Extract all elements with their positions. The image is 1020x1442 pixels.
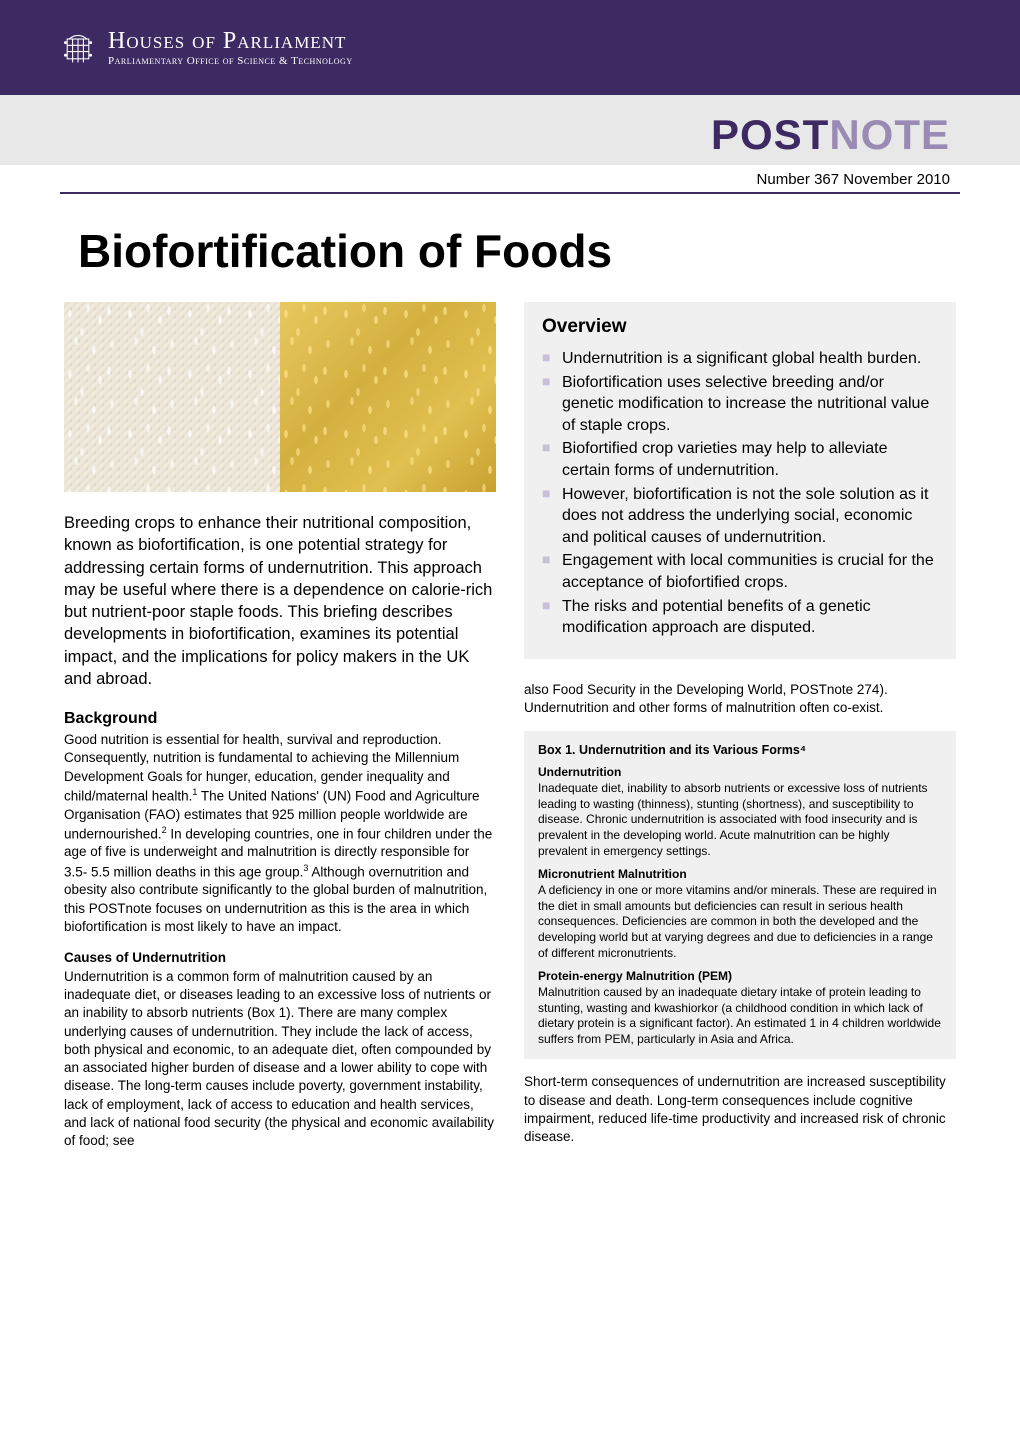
box1-text-pem: Malnutrition caused by an inadequate die… [538, 985, 942, 1047]
box1-text-micronutrient: A deficiency in one or more vitamins and… [538, 883, 942, 961]
golden-rice-image [280, 302, 496, 492]
box1-sub-pem: Protein-energy Malnutrition (PEM) [538, 969, 942, 983]
overview-heading: Overview [542, 316, 938, 338]
gray-band: POSTNOTE [0, 95, 1020, 165]
org-sub: Parliamentary Office of Science & Techno… [108, 55, 353, 67]
overview-item: However, biofortification is not the sol… [542, 484, 938, 549]
intro-paragraph: Breeding crops to enhance their nutritio… [64, 512, 496, 690]
overview-box: Overview Undernutrition is a significant… [524, 302, 956, 659]
box1-title: Box 1. Undernutrition and its Various Fo… [538, 743, 942, 757]
white-rice-image [64, 302, 280, 492]
postnote-light: NOTE [829, 111, 950, 158]
background-text: Good nutrition is essential for health, … [64, 731, 496, 936]
overview-item: Biofortified crop varieties may help to … [542, 438, 938, 481]
content-area: Breeding crops to enhance their nutritio… [0, 302, 1020, 1180]
postnote-dark: POST [711, 111, 829, 158]
right-column: Overview Undernutrition is a significant… [524, 302, 956, 1150]
overview-item: Undernutrition is a significant global h… [542, 348, 938, 370]
overview-list: Undernutrition is a significant global h… [542, 348, 938, 639]
col2-top-text: also Food Security in the Developing Wor… [524, 681, 956, 717]
box1-sub-undernutrition: Undernutrition [538, 765, 942, 779]
issue-line: Number 367 November 2010 [0, 165, 1020, 188]
overview-item: The risks and potential benefits of a ge… [542, 596, 938, 639]
rice-image [64, 302, 496, 492]
header-text: Houses of Parliament Parliamentary Offic… [108, 28, 353, 67]
overview-item: Biofortification uses selective breeding… [542, 372, 938, 437]
box1-text-undernutrition: Inadequate diet, inability to absorb nut… [538, 781, 942, 859]
page-title: Biofortification of Foods [0, 194, 1020, 302]
col2-bottom-text: Short-term consequences of undernutritio… [524, 1073, 956, 1146]
portcullis-icon [60, 30, 96, 66]
causes-heading: Causes of Undernutrition [64, 950, 496, 965]
header-band: Houses of Parliament Parliamentary Offic… [0, 0, 1020, 95]
left-column: Breeding crops to enhance their nutritio… [64, 302, 496, 1150]
org-main: Houses of Parliament [108, 28, 353, 55]
background-heading: Background [64, 710, 496, 728]
causes-text: Undernutrition is a common form of malnu… [64, 968, 496, 1150]
overview-item: Engagement with local communities is cru… [542, 550, 938, 593]
box1-sub-micronutrient: Micronutrient Malnutrition [538, 867, 942, 881]
postnote-label: POSTNOTE [711, 111, 950, 159]
box-1: Box 1. Undernutrition and its Various Fo… [524, 731, 956, 1059]
